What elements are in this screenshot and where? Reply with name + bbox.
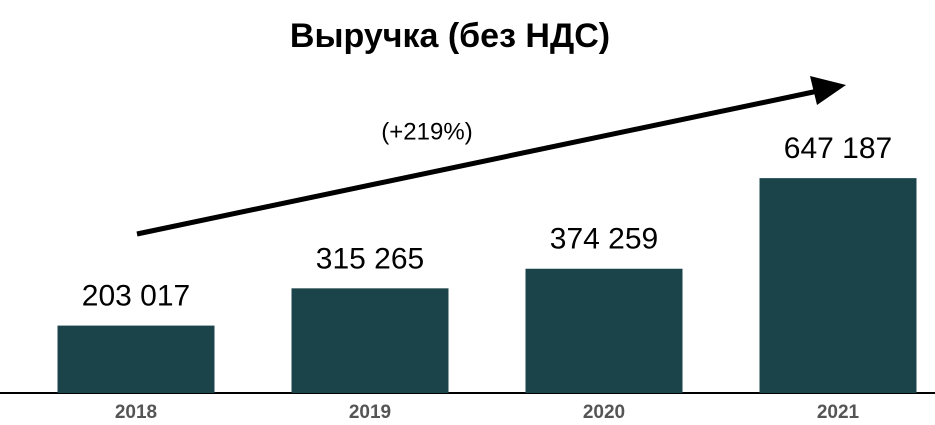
- value-label: 647 187: [784, 132, 892, 165]
- value-label: 374 259: [550, 223, 658, 256]
- value-label: 203 017: [82, 280, 190, 313]
- x-tick-label: 2021: [817, 402, 860, 423]
- trend-arrow: [136, 88, 819, 237]
- bar: [291, 288, 449, 393]
- x-tick-label: 2020: [583, 402, 625, 423]
- x-tick-label: 2018: [115, 402, 157, 423]
- arrow-head: [810, 76, 846, 105]
- bar: [759, 178, 917, 393]
- chart-title: Выручка (без НДС): [290, 17, 610, 55]
- bar: [57, 325, 215, 393]
- bar: [525, 268, 683, 393]
- x-tick-label: 2019: [349, 402, 391, 423]
- value-label: 315 265: [316, 242, 424, 275]
- annotation: (+219%): [381, 118, 472, 145]
